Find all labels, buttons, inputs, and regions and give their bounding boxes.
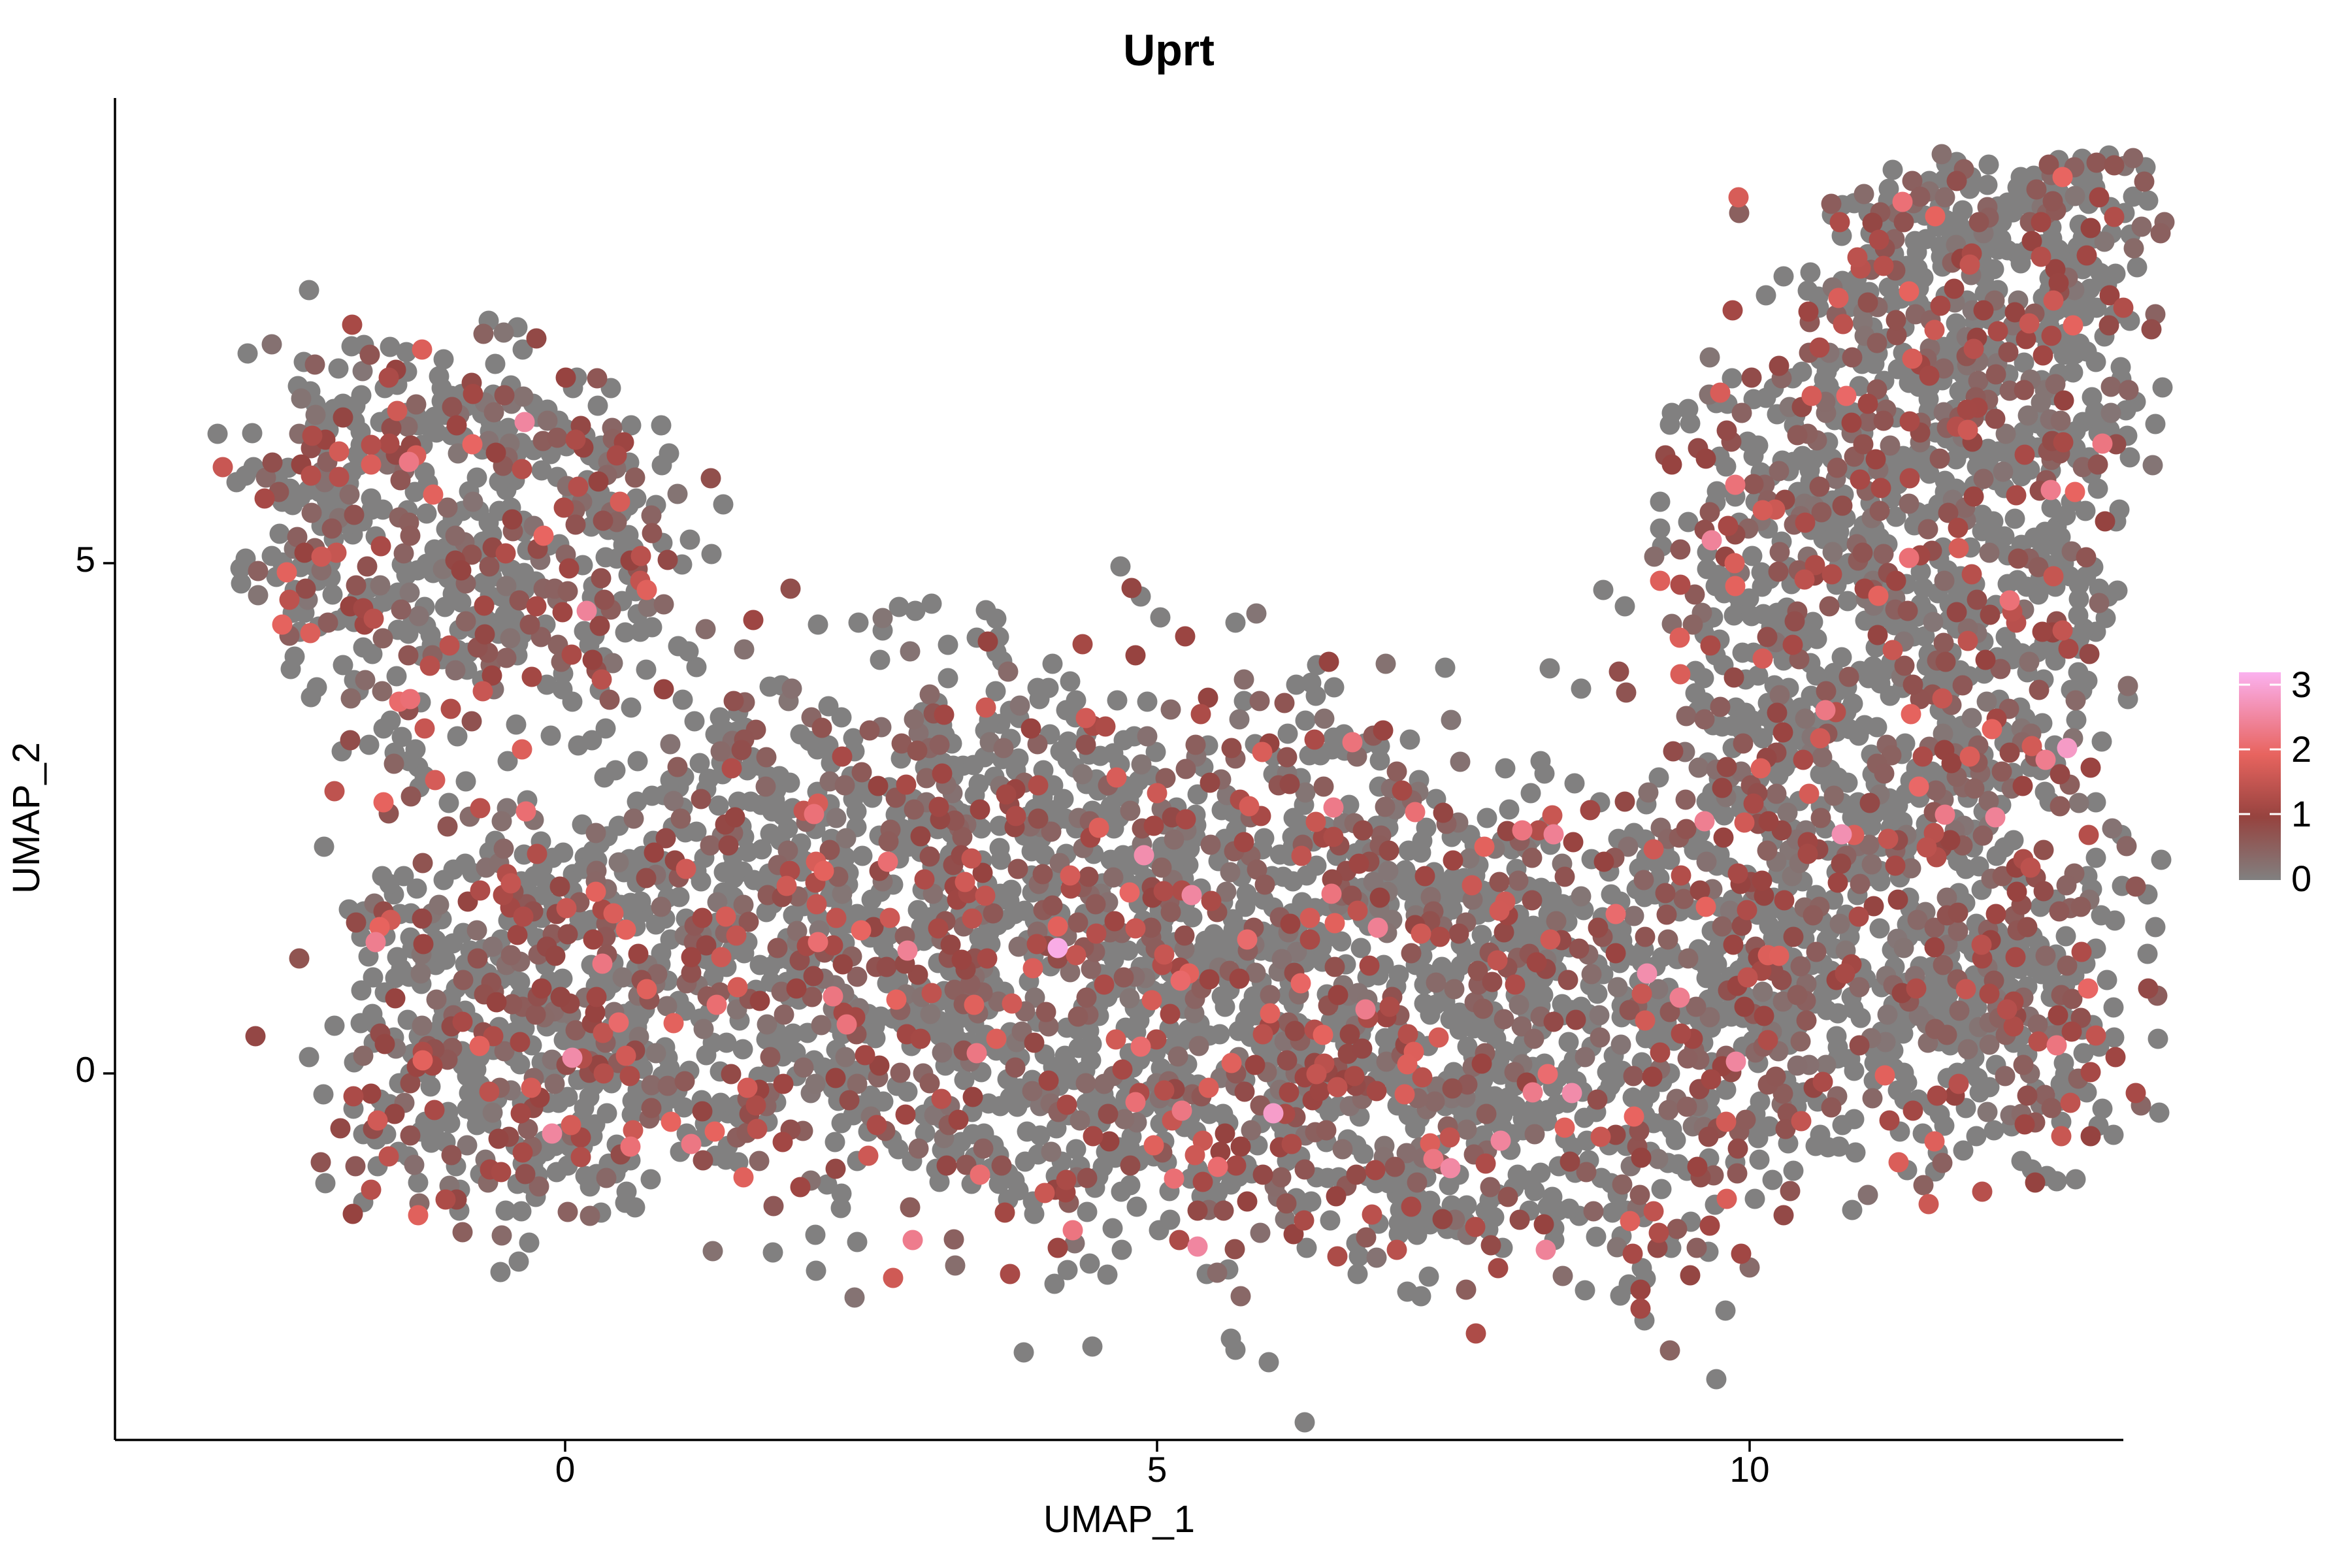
- svg-text:0: 0: [2291, 858, 2311, 899]
- svg-text:5: 5: [75, 539, 95, 580]
- svg-text:UMAP_1: UMAP_1: [1043, 1498, 1195, 1541]
- svg-text:5: 5: [1147, 1449, 1168, 1490]
- svg-text:2: 2: [2291, 728, 2311, 770]
- svg-text:0: 0: [555, 1449, 576, 1490]
- svg-text:3: 3: [2291, 664, 2311, 705]
- svg-text:UMAP_2: UMAP_2: [5, 742, 48, 894]
- svg-text:0: 0: [75, 1049, 95, 1090]
- svg-text:10: 10: [1729, 1449, 1769, 1490]
- svg-text:1: 1: [2291, 793, 2311, 834]
